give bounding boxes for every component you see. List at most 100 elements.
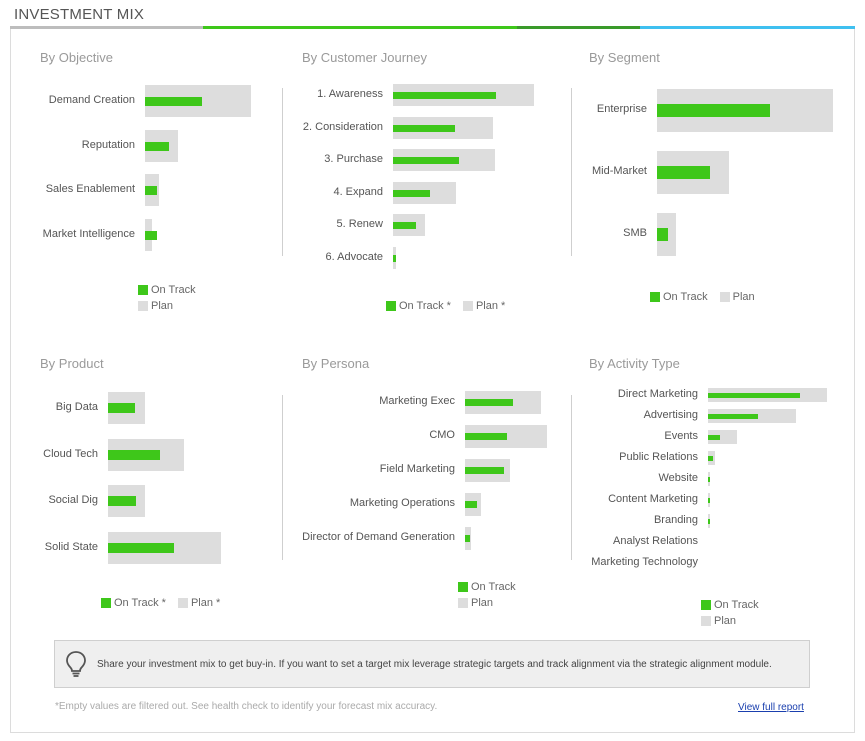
legend-swatch: [701, 600, 711, 610]
on-track-bar[interactable]: [145, 141, 170, 151]
on-track-bar[interactable]: [657, 103, 770, 117]
legend-item-on-track: On Track: [701, 599, 759, 611]
legend-item-on-track: On Track *: [386, 300, 451, 312]
legend-swatch: [458, 582, 468, 592]
legend-item-plan: Plan: [138, 300, 196, 312]
legend-swatch: [138, 285, 148, 295]
row-label: Marketing Exec: [379, 395, 455, 407]
legend-label: On Track: [714, 599, 759, 611]
legend: On Track * Plan *: [101, 597, 232, 611]
panel-title-journey: By Customer Journey: [302, 50, 427, 65]
legend-item-plan: Plan *: [177, 597, 221, 609]
accent-segment: [10, 26, 203, 29]
row-label: Advertising: [643, 409, 698, 421]
legend-swatch: [650, 292, 660, 302]
legend-label: On Track: [663, 291, 708, 303]
on-track-bar[interactable]: [145, 185, 157, 195]
panel-divider: [571, 395, 572, 560]
legend-swatch: [462, 301, 473, 311]
legend-item-plan: Plan *: [462, 300, 506, 312]
panel-title-product: By Product: [40, 356, 104, 371]
panel-divider: [282, 88, 283, 256]
panel-title-segment: By Segment: [589, 50, 660, 65]
header-accent-bar: [10, 26, 855, 29]
row-label: Demand Creation: [48, 94, 135, 106]
on-track-bar[interactable]: [657, 165, 710, 179]
accent-segment: [517, 26, 640, 29]
on-track-bar[interactable]: [108, 403, 136, 413]
legend: On Track Plan: [701, 599, 771, 631]
on-track-bar[interactable]: [657, 227, 668, 241]
legend-swatch: [701, 616, 711, 626]
row-label: Marketing Operations: [349, 497, 455, 509]
legend-item-on-track: On Track: [650, 291, 708, 303]
on-track-bar[interactable]: [708, 518, 710, 524]
on-track-bar[interactable]: [393, 221, 416, 229]
row-label: Direct Marketing: [617, 388, 698, 400]
on-track-bar[interactable]: [708, 392, 800, 398]
row-label: 6. Advocate: [325, 251, 384, 263]
on-track-bar[interactable]: [393, 156, 460, 164]
legend-item-plan: Plan: [719, 291, 755, 303]
legend-label: Plan: [151, 300, 174, 312]
on-track-bar[interactable]: [108, 543, 174, 553]
plan-bar[interactable]: [708, 430, 737, 444]
legend: On Track Plan: [650, 291, 767, 305]
on-track-bar[interactable]: [145, 230, 157, 240]
legend-label: Plan: [732, 291, 755, 303]
page-title: INVESTMENT MIX: [14, 6, 145, 23]
legend-item-on-track: On Track: [138, 284, 196, 296]
row-label: 3. Purchase: [324, 153, 383, 165]
on-track-bar[interactable]: [145, 96, 203, 106]
legend-item-on-track: On Track *: [101, 597, 166, 609]
row-label: Branding: [653, 514, 698, 526]
on-track-bar[interactable]: [393, 124, 456, 132]
on-track-bar[interactable]: [708, 455, 713, 461]
legend: On Track * Plan *: [386, 300, 517, 314]
on-track-bar[interactable]: [708, 476, 710, 482]
panel-title-activity: By Activity Type: [589, 356, 680, 371]
on-track-bar[interactable]: [108, 496, 137, 506]
on-track-bar[interactable]: [393, 254, 396, 262]
legend-label: Plan: [714, 615, 737, 627]
legend-swatch: [458, 598, 468, 608]
on-track-bar[interactable]: [393, 189, 430, 197]
row-label: Sales Enablement: [45, 183, 135, 195]
on-track-bar[interactable]: [708, 497, 710, 503]
row-label: Website: [658, 472, 698, 484]
on-track-bar[interactable]: [465, 432, 507, 440]
on-track-bar[interactable]: [465, 466, 505, 474]
on-track-bar[interactable]: [708, 434, 720, 440]
on-track-bar[interactable]: [708, 413, 758, 419]
view-full-report-link[interactable]: View full report: [738, 702, 804, 713]
on-track-bar[interactable]: [393, 91, 496, 99]
row-label: Public Relations: [619, 451, 698, 463]
lightbulb-icon: [66, 651, 86, 677]
row-label: Market Intelligence: [42, 228, 135, 240]
legend-label: Plan: [471, 597, 494, 609]
on-track-bar[interactable]: [108, 450, 160, 460]
accent-segment: [640, 26, 855, 29]
on-track-bar[interactable]: [465, 534, 470, 542]
row-label: Director of Demand Generation: [302, 531, 455, 543]
legend-item-on-track: On Track: [458, 581, 516, 593]
row-label: Solid State: [44, 541, 98, 553]
row-label: Enterprise: [596, 103, 647, 115]
footnote: *Empty values are filtered out. See heal…: [55, 701, 438, 712]
panel-title-persona: By Persona: [302, 356, 370, 371]
row-label: Events: [664, 430, 698, 442]
panel-title-objective: By Objective: [40, 50, 113, 65]
tip-text: Share your investment mix to get buy-in.…: [97, 658, 772, 670]
legend-swatch: [101, 598, 111, 608]
panel-divider: [282, 395, 283, 560]
row-label: Marketing Technology: [591, 556, 698, 568]
legend-label: Plan *: [190, 597, 221, 609]
row-label: Cloud Tech: [43, 448, 98, 460]
row-label: CMO: [429, 429, 455, 441]
accent-segment: [203, 26, 517, 29]
on-track-bar[interactable]: [465, 500, 478, 508]
legend-label: Plan *: [475, 300, 506, 312]
investment-mix-card: [10, 29, 855, 733]
legend-swatch: [177, 598, 188, 608]
on-track-bar[interactable]: [465, 398, 513, 406]
